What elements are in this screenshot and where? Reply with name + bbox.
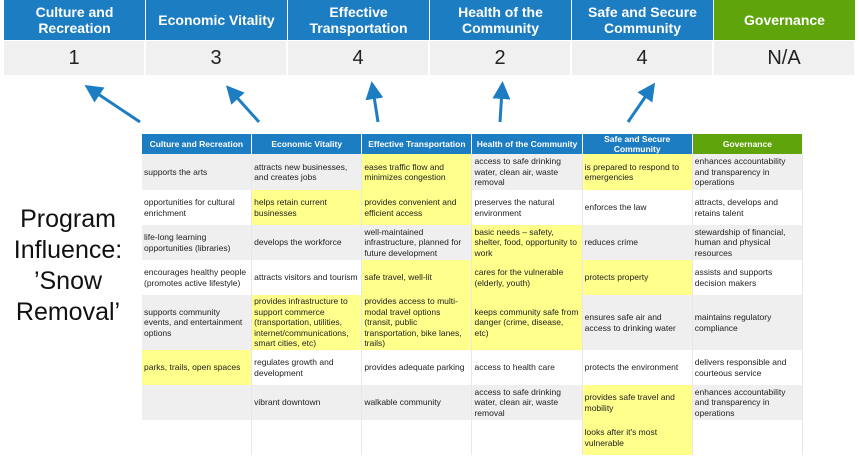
table-header: Health of the Community xyxy=(471,134,583,154)
table-cell: delivers responsible and courteous servi… xyxy=(691,350,804,385)
table-cell: enhances accountability and transparency… xyxy=(691,154,804,190)
table-row: life-long learning opportunities (librar… xyxy=(140,225,804,260)
table-cell xyxy=(251,420,363,455)
table-cell: vibrant downtown xyxy=(251,385,363,420)
table-cell: stewardship of financial, human and phys… xyxy=(691,225,804,260)
table-row: looks after it's most vulnerable xyxy=(140,420,804,455)
table-cell: walkable community xyxy=(361,385,473,420)
table-cell xyxy=(140,385,253,420)
summary-score: 3 xyxy=(146,40,288,75)
arrow-icon xyxy=(84,85,141,124)
summary-header: Economic Vitality xyxy=(146,0,288,40)
table-cell: basic needs – safety, shelter, food, opp… xyxy=(471,225,583,260)
summary-score: N/A xyxy=(714,40,856,75)
label-line: Influence: xyxy=(13,236,123,264)
table-cell: protects the environment xyxy=(581,350,693,385)
table-cell xyxy=(691,420,804,455)
table-header: Governance xyxy=(692,134,804,154)
table-cell xyxy=(140,420,253,455)
table-cell: well-maintained infrastructure, planned … xyxy=(361,225,473,260)
summary-header: Safe and Secure Community xyxy=(572,0,714,40)
summary-header: Governance xyxy=(714,0,856,40)
table-cell: ensures safe air and access to drinking … xyxy=(581,295,693,350)
table-cell: eases traffic flow and minimizes congest… xyxy=(361,154,473,190)
summary-grid: Culture and Recreation 1 Economic Vitality… xyxy=(4,0,856,75)
table-cell xyxy=(471,420,583,455)
table-cell: access to health care xyxy=(471,350,583,385)
arrow-icon xyxy=(365,81,384,123)
table-cell: access to safe drinking water, clean air… xyxy=(471,385,583,420)
table-cell: provides access to multi-modal travel op… xyxy=(361,295,473,350)
table-cell: cares for the vulnerable (elderly, youth… xyxy=(471,260,583,295)
table-cell: attracts, develops and retains talent xyxy=(691,190,804,225)
table-cell: attracts visitors and tourism xyxy=(251,260,363,295)
summary-score: 2 xyxy=(430,40,572,75)
table-cell: assists and supports decision makers xyxy=(691,260,804,295)
summary-header: Culture and Recreation xyxy=(4,0,146,40)
table-cell: maintains regulatory compliance xyxy=(691,295,804,350)
summary-score: 1 xyxy=(4,40,146,75)
table-cell: reduces crime xyxy=(581,225,693,260)
table-row: supports community events, and entertain… xyxy=(140,295,804,350)
table-cell: provides infrastructure to support comme… xyxy=(251,295,363,350)
table-cell: enforces the law xyxy=(581,190,693,225)
table-row: opportunities for cultural enrichment hel… xyxy=(140,190,804,225)
influence-table: Culture and Recreation Economic Vitality E… xyxy=(140,134,804,455)
table-cell: develops the workforce xyxy=(251,225,363,260)
arrow-icon xyxy=(492,81,511,123)
arrows xyxy=(84,81,656,124)
summary-score: 4 xyxy=(288,40,430,75)
table-cell: enhances accountability and transparency… xyxy=(691,385,804,420)
table-cell: encourages healthy people (promotes acti… xyxy=(140,260,253,295)
table-cell: supports the arts xyxy=(140,154,253,190)
table-cell: preserves the natural environment xyxy=(471,190,583,225)
table-cell: attracts new businesses, and creates job… xyxy=(251,154,363,190)
table-cell: supports community events, and entertain… xyxy=(140,295,253,350)
table-header-row: Culture and Recreation Economic Vitality E… xyxy=(141,134,804,154)
table-cell: looks after it's most vulnerable xyxy=(581,420,693,455)
table-cell: protects property xyxy=(581,260,693,295)
summary-header: Effective Transportation xyxy=(288,0,430,40)
label-line: ’Snow xyxy=(33,267,103,295)
summary-header: Health of the Community xyxy=(430,0,572,40)
table-row: parks, trails, open spaces regulates grow… xyxy=(140,350,804,385)
table-row: vibrant downtown walkable community access… xyxy=(140,385,804,420)
table-cell xyxy=(361,420,473,455)
table-cell: provides safe travel and mobility xyxy=(581,385,693,420)
table-cell: safe travel, well-lit xyxy=(361,260,473,295)
table-cell: life-long learning opportunities (librar… xyxy=(140,225,253,260)
arrow-icon xyxy=(626,82,656,123)
table-cell: provides convenient and efficient access xyxy=(361,190,473,225)
table-cell: access to safe drinking water, clean air… xyxy=(471,154,583,190)
table-header: Safe and Secure Community xyxy=(582,134,693,154)
table-header: Effective Transportation xyxy=(361,134,473,154)
label-line: Program xyxy=(20,205,116,233)
table-cell: is prepared to respond to emergencies xyxy=(581,154,693,190)
table-cell: provides adequate parking xyxy=(361,350,473,385)
summary-score: 4 xyxy=(572,40,714,75)
arrow-icon xyxy=(225,85,261,124)
table-cell: keeps community safe from danger (crime,… xyxy=(471,295,583,350)
table-cell: opportunities for cultural enrichment xyxy=(140,190,253,225)
table-row: supports the arts attracts new businesses… xyxy=(140,154,804,190)
label-line: Removal’ xyxy=(15,298,121,326)
table-header: Economic Vitality xyxy=(251,134,363,154)
table-header: Culture and Recreation xyxy=(141,134,253,154)
table-cell: helps retain current businesses xyxy=(251,190,363,225)
table-cell: regulates growth and development xyxy=(251,350,363,385)
table-row: encourages healthy people (promotes acti… xyxy=(140,260,804,295)
program-influence-label: Program Influence: ’Snow Removal’ xyxy=(2,204,134,328)
table-cell: parks, trails, open spaces xyxy=(140,350,253,385)
